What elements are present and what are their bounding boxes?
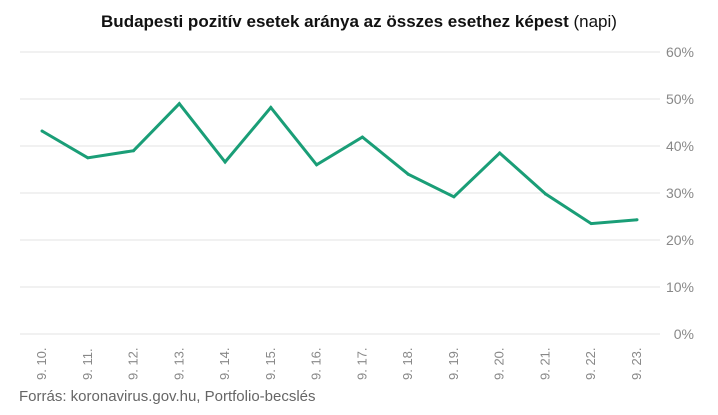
data-point — [315, 163, 319, 167]
source-note: Forrás: koronavirus.gov.hu, Portfolio-be… — [19, 388, 316, 405]
y-tick-label: 60% — [666, 44, 694, 60]
y-tick-label: 10% — [666, 279, 694, 295]
data-point — [498, 151, 502, 155]
data-point — [86, 156, 90, 160]
x-tick-label: 9. 23. — [629, 347, 644, 380]
data-point — [223, 160, 227, 164]
y-tick-label: 20% — [666, 232, 694, 248]
y-tick-label: 40% — [666, 138, 694, 154]
series-line — [41, 101, 638, 226]
y-tick-label: 30% — [666, 185, 694, 201]
x-tick-label: 9. 13. — [171, 347, 186, 380]
x-tick-label: 9. 19. — [446, 347, 461, 380]
data-point — [360, 135, 364, 139]
data-point — [177, 102, 181, 106]
x-tick-label: 9. 17. — [354, 347, 369, 380]
data-point — [406, 172, 410, 176]
data-point — [589, 222, 593, 226]
x-tick-label: 9. 14. — [217, 347, 232, 380]
x-tick-label: 9. 21. — [537, 347, 552, 380]
y-tick-label: 50% — [666, 91, 694, 107]
x-tick-label: 9. 18. — [400, 347, 415, 380]
data-point — [543, 192, 547, 196]
x-tick-label: 9. 15. — [263, 347, 278, 380]
y-axis-ticks: 0% 10% 20% 30% 40% 50% 60% — [666, 44, 694, 342]
data-point — [40, 129, 44, 133]
x-tick-label: 9. 10. — [34, 347, 49, 380]
data-point — [132, 149, 136, 153]
x-tick-label: 9. 12. — [126, 347, 141, 380]
data-point — [452, 195, 456, 199]
data-point — [635, 218, 639, 222]
x-tick-label: 9. 22. — [583, 347, 598, 380]
chart-title: Budapesti pozitív esetek aránya az össze… — [0, 12, 718, 32]
data-point — [269, 105, 273, 109]
x-axis-ticks: 9. 10. 9. 11. 9. 12. 9. 13. 9. 14. 9. 15. 9. 1… — [34, 347, 644, 380]
x-tick-label: 9. 16. — [309, 347, 324, 380]
chart-title-suffix: (napi) — [573, 12, 617, 31]
chart-title-main: Budapesti pozitív esetek aránya az össze… — [101, 12, 569, 31]
x-tick-label: 9. 11. — [80, 348, 95, 380]
y-tick-label: 0% — [674, 326, 694, 342]
gridlines — [20, 51, 660, 335]
x-tick-label: 9. 20. — [492, 347, 507, 380]
series-line-group — [40, 101, 639, 226]
